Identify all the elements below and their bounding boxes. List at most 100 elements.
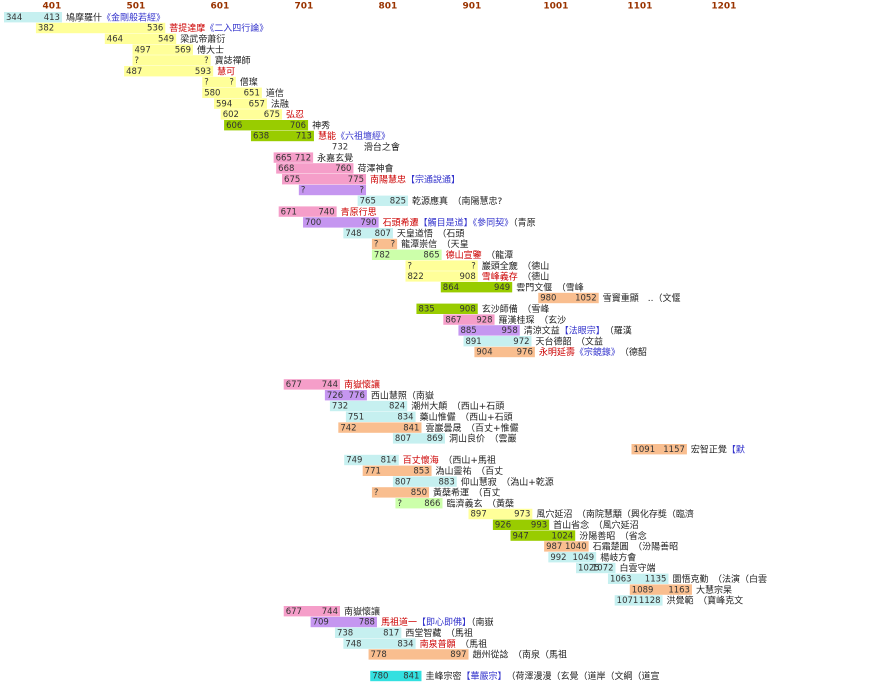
row-label: 法融 [271,97,289,109]
bar-end-label: 712 [295,153,311,163]
person-name: 慧能 [318,130,336,142]
lineage-note: （寶峰克文 [694,594,744,606]
person-name: 神秀 [312,119,330,131]
person-name: 清涼文益 [524,324,560,336]
bar-start-label: 765 [360,197,376,207]
bar-end-label: 883 [439,477,455,487]
person-name: 汾陽善昭 [579,529,615,541]
bar [405,260,478,271]
bar-start-label: 382 [38,24,54,34]
bar-end-label: 841 [403,423,419,433]
bar [440,282,513,293]
bar-end-label: ? [360,186,365,196]
row-label: 清涼文益【法眼宗】 （羅漢 [524,324,632,336]
bar [132,55,211,66]
bar-end-label: 744 [322,380,338,390]
bar-start-label: 885 [460,326,476,336]
row-label: 白雲守端 [620,562,656,574]
bar-start-label: 748 [345,639,361,649]
bar [631,444,687,455]
person-name: 天台德韶 [536,335,572,347]
bar-start-label: 749 [346,456,362,466]
bar-end-label: ? [229,78,234,88]
row-label: 洪覺範 （寶峰克文 [667,594,744,606]
bar [202,76,236,88]
bar [371,238,398,250]
lineage-note: （文益 [572,335,604,347]
bar-start-label: ? [374,240,379,250]
bar [548,552,597,563]
person-name: 德山宣鑒 [446,249,482,261]
row-label: 永明延壽《宗鏡錄》 （德韶 [539,346,647,358]
bar-end-label: 976 [517,348,533,358]
work-title: 【法眼宗】 [560,324,601,336]
person-name: 菩提達摩 [169,22,205,34]
person-name: 西堂智藏 [405,627,441,639]
lineage-note: （荷澤漫漫（玄覺（道岸（文綱（道宣 [502,670,660,682]
bar-start-label: 709 [313,618,329,628]
row-label: 石霜楚圓 （汾陽善昭 [593,540,679,552]
row-label: 南嶽懷讓 [344,605,380,617]
bar-start-label: 771 [365,467,381,477]
person-name: 雲門文偃 [516,281,552,293]
row-label: 慧可 [217,65,235,77]
x-tick-label: 801 [378,2,397,12]
bar-end-label: 908 [460,272,476,282]
work-title: 《六祖壇經》 [336,130,390,142]
bar-start-label: ? [301,186,306,196]
bar-start-label: 594 [216,99,232,109]
bar-start-label: 606 [226,121,242,131]
row-label: 宏智正覺【默 [691,443,745,455]
row-label: 首山省念 （風穴延沼 [553,519,639,531]
person-name: 百丈懷海 [403,454,439,466]
person-name: 潮州大顛 [411,400,447,412]
bar [35,22,166,34]
person-name: 宏智正覺 [691,443,727,455]
row-label: 巖頭全奯 （德山 [482,259,550,271]
bar [371,487,430,498]
bar [629,584,692,595]
person-name: 慧可 [217,65,235,77]
lineage-note: （天皇 [437,238,469,250]
bar [544,541,589,552]
row-label: 滑台之會 [364,141,400,153]
bar-end-label: ? [204,56,209,66]
bar [334,627,402,638]
bar [362,465,432,476]
person-name: 黃蘗希運 [433,486,469,498]
row-label: 天皇道悟 （石頭 [397,227,465,239]
person-name: 雪竇重顯 [603,292,639,304]
bar [250,130,314,142]
row-label: 梁武帝蕭衍 [180,33,225,45]
bar-end-label: 834 [397,639,413,649]
person-name: 石霜楚圓 [593,540,629,552]
bar [224,120,309,131]
bar-end-label: 569 [175,45,191,55]
row-label: 天台德韶 （文益 [536,335,604,347]
person-name: 巖頭全奯 [482,259,518,271]
bar [343,638,416,649]
bar-start-label: 891 [465,337,481,347]
bar-end-label: 776 [349,391,365,401]
person-name: 仰山慧寂 [461,475,497,487]
row-label: 西堂智藏 （馬祖 [405,627,473,639]
bar-start-label: 1025 [578,564,600,574]
row-label: 雲門文偃 （雪峰 [516,281,584,293]
bar-start-label: 782 [374,251,390,261]
bar-start-label: 748 [345,229,361,239]
bar [458,325,520,336]
person-name: 梁武帝蕭衍 [180,33,225,45]
bar [368,649,469,660]
bar [298,184,367,196]
bar-end-label: 740 [318,207,334,217]
bar-end-label: 790 [360,218,376,228]
person-name: 龍潭崇信 [401,238,437,250]
row-label: 藥山惟儼 （西山+石頭 [420,411,513,423]
bar-start-label: 497 [135,45,151,55]
bar-start-label: 778 [371,650,387,660]
bar-end-label: 549 [158,35,174,45]
row-label: 羅漢桂琛 （玄沙 [499,313,567,325]
person-name: 藥山惟儼 [420,411,456,423]
bar-start-label: 867 [445,315,461,325]
